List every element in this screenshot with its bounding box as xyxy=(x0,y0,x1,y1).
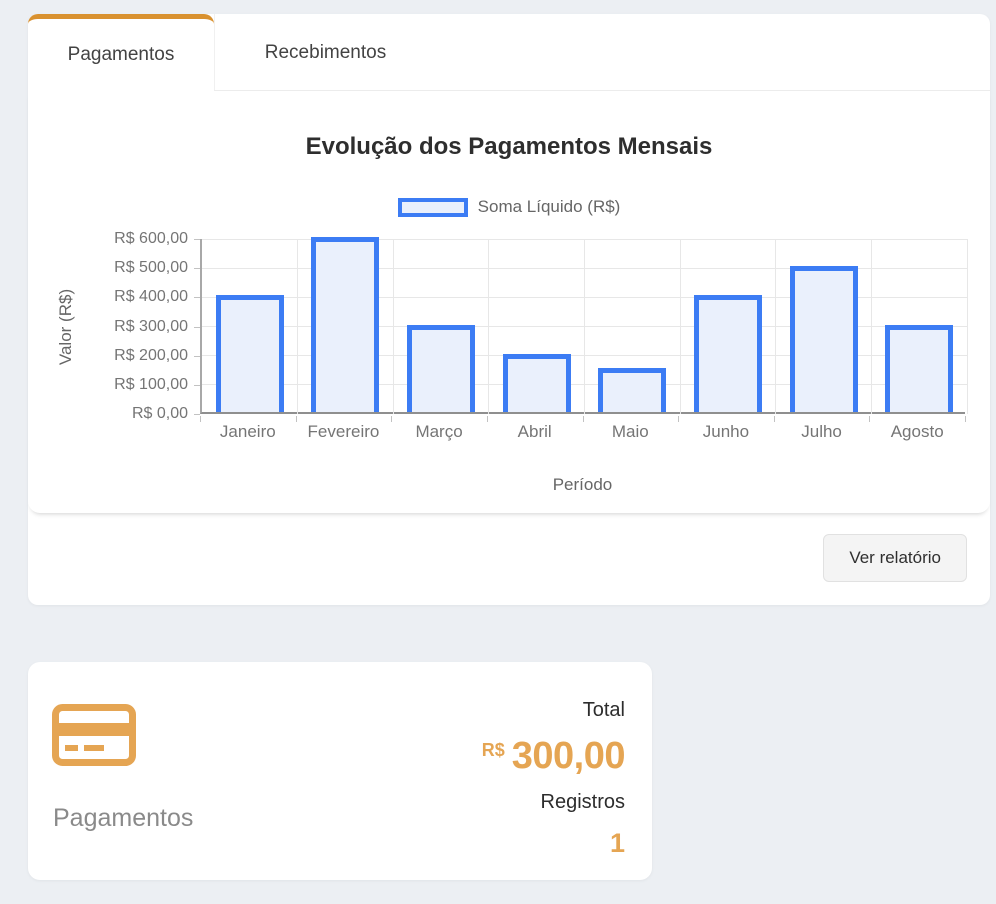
bar-abril[interactable] xyxy=(502,353,571,412)
tab-pagamentos[interactable]: Pagamentos xyxy=(28,14,214,91)
payments-overview-card: Pagamentos Recebimentos Evolução dos Pag… xyxy=(28,14,990,605)
currency-symbol: R$ xyxy=(481,740,505,760)
tab-pagamentos-label: Pagamentos xyxy=(67,44,175,65)
x-tick-mark xyxy=(200,416,201,422)
y-tick-mark xyxy=(194,297,200,299)
y-tick-mark xyxy=(194,326,200,328)
x-tick-label: Janeiro xyxy=(219,422,276,441)
y-tick-mark xyxy=(194,268,200,270)
y-tick-label: R$ 600,00 xyxy=(114,230,188,247)
bar-junho[interactable] xyxy=(693,295,762,412)
y-tick-label: R$ 300,00 xyxy=(114,317,188,335)
y-tick-label: R$ 500,00 xyxy=(114,259,188,277)
y-tick-label: R$ 400,00 xyxy=(114,288,188,306)
x-tick-label: Maio xyxy=(611,422,649,441)
y-tick-mark xyxy=(194,355,200,357)
gridline-v-6 xyxy=(775,239,777,414)
x-tick-label: Fevereiro xyxy=(307,422,380,441)
legend-label: Soma Líquido (R$) xyxy=(477,197,621,216)
registros-label: Registros xyxy=(540,791,625,813)
gridline-v-8 xyxy=(966,239,968,414)
registros-value: 1 xyxy=(609,828,625,858)
x-tick-label: Junho xyxy=(702,422,750,441)
gridline-v-7 xyxy=(870,239,872,414)
tab-bar: Pagamentos Recebimentos xyxy=(28,14,990,91)
x-tick-label: Agosto xyxy=(890,422,944,441)
bar-maio[interactable] xyxy=(598,368,667,412)
x-axis-title: Período xyxy=(552,475,613,494)
y-tick-label: R$ 0,00 xyxy=(131,405,188,422)
x-tick-mark xyxy=(582,416,584,422)
legend-item-soma-liquido[interactable]: Soma Líquido (R$) xyxy=(397,197,621,217)
tab-recebimentos-label: Recebimentos xyxy=(264,41,387,63)
gridline-v-5 xyxy=(679,239,681,414)
total-amount: R$ 300,00 xyxy=(481,734,626,778)
x-tick-mark xyxy=(391,416,393,422)
plot-area xyxy=(200,237,968,414)
bar-agosto[interactable] xyxy=(885,324,954,412)
total-value: 300,00 xyxy=(511,735,626,777)
gridline-v-1 xyxy=(297,239,299,414)
chart-legend: Soma Líquido (R$) xyxy=(28,197,990,217)
x-tick-mark xyxy=(773,416,775,422)
summary-stats: Total R$ 300,00 Registros 1 xyxy=(481,696,626,860)
summary-card-title: Pagamentos xyxy=(53,804,194,832)
chart-title: Evolução dos Pagamentos Mensais xyxy=(305,133,713,160)
credit-card-icon xyxy=(52,704,136,766)
gridline-v-3 xyxy=(488,239,490,414)
chart-panel: Evolução dos Pagamentos Mensais Soma Líq… xyxy=(28,91,990,513)
x-tick-mark xyxy=(869,416,871,422)
x-tick-label: Março xyxy=(415,422,463,441)
y-tick-mark xyxy=(194,414,200,415)
bar-janeiro[interactable] xyxy=(215,295,284,412)
bar-julho[interactable] xyxy=(789,266,858,412)
legend-swatch xyxy=(397,197,468,217)
y-tick-label: R$ 100,00 xyxy=(114,375,188,393)
bar-chart: Valor (R$) Período R$ 0,00 R$ 100,00 R$ 20… xyxy=(28,225,990,513)
gridline-v-2 xyxy=(392,239,394,414)
x-tick-mark xyxy=(678,416,680,422)
bar-fevereiro[interactable] xyxy=(311,237,380,412)
x-tick-mark xyxy=(486,416,488,422)
total-label: Total xyxy=(582,699,625,721)
payments-summary-card: Pagamentos Total R$ 300,00 Registros 1 xyxy=(28,662,652,880)
y-tick-mark xyxy=(194,239,200,240)
bar-março[interactable] xyxy=(407,324,476,412)
view-report-button[interactable]: Ver relatório xyxy=(823,534,967,582)
x-tick-label: Julho xyxy=(801,422,842,441)
y-tick-mark xyxy=(194,384,200,386)
x-tick-label: Abril xyxy=(517,422,552,441)
gridline-v-4 xyxy=(584,239,585,414)
y-tick-label: R$ 200,00 xyxy=(114,346,188,364)
tab-bar-divider xyxy=(214,90,990,91)
x-tick-mark xyxy=(965,416,966,422)
tab-recebimentos[interactable]: Recebimentos xyxy=(214,14,436,91)
x-tick-mark xyxy=(295,416,297,422)
